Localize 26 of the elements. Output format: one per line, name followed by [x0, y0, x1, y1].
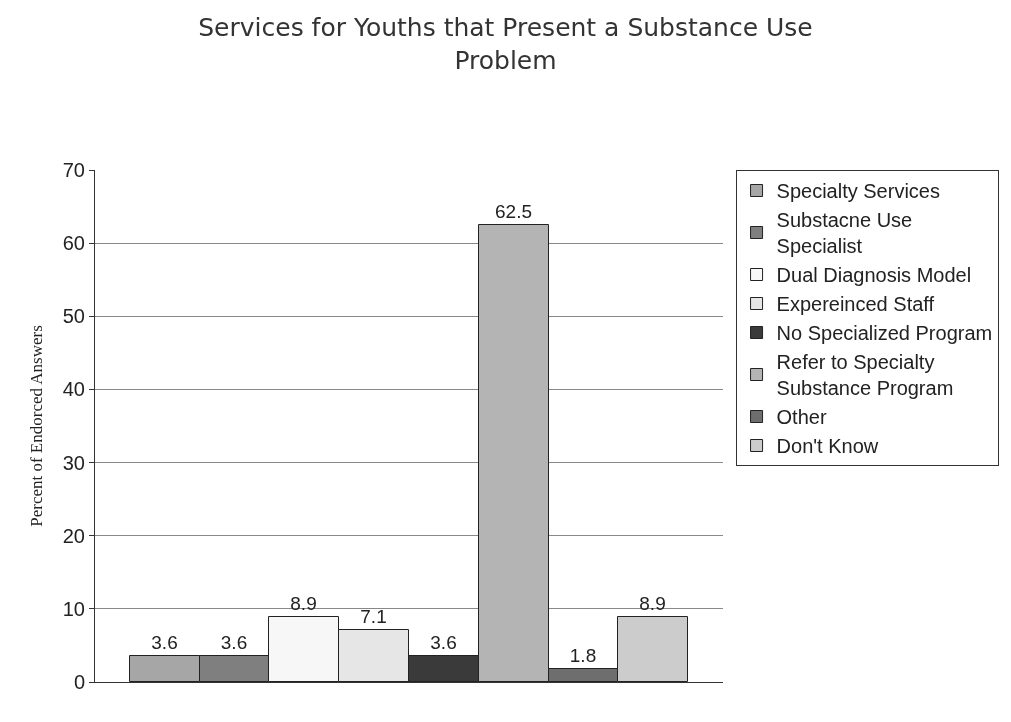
- data-label: 8.9: [290, 592, 317, 614]
- data-label: 3.6: [220, 631, 248, 653]
- y-tick-label: 60: [62, 232, 85, 255]
- y-tick-label: 10: [62, 597, 85, 620]
- legend-label: No Specialized Program: [776, 322, 993, 345]
- legend-label: Specialty Services: [776, 180, 940, 203]
- y-tick-label: 0: [73, 671, 85, 693]
- legend-label: Substacne Use Specialist: [776, 209, 913, 258]
- y-tick-label: 40: [62, 378, 85, 401]
- legend-label: Dual Diagnosis Model: [776, 264, 972, 287]
- y-axis-title: Percent of Endorced Answers: [27, 325, 47, 527]
- data-label: 3.6: [430, 631, 457, 653]
- y-tick-label: 30: [62, 451, 85, 474]
- chart-title: Services for Youths that Present a Substance Use Problem: [198, 13, 813, 75]
- legend-label: Other: [776, 406, 827, 429]
- data-label: 1.8: [569, 644, 597, 666]
- legend-label: Refer to Specialty Substance Program: [776, 351, 954, 400]
- data-label: 62.5: [495, 200, 532, 222]
- data-label: 3.6: [151, 631, 178, 653]
- data-label: 8.9: [639, 592, 666, 614]
- legend-label: Expereinced Staff: [776, 293, 935, 316]
- legend-label: Don't Know: [776, 435, 879, 458]
- data-label: 7.1: [360, 605, 387, 627]
- y-tick-label: 50: [62, 305, 85, 328]
- y-tick-label: 20: [62, 524, 85, 547]
- y-tick-label: 70: [62, 159, 85, 181]
